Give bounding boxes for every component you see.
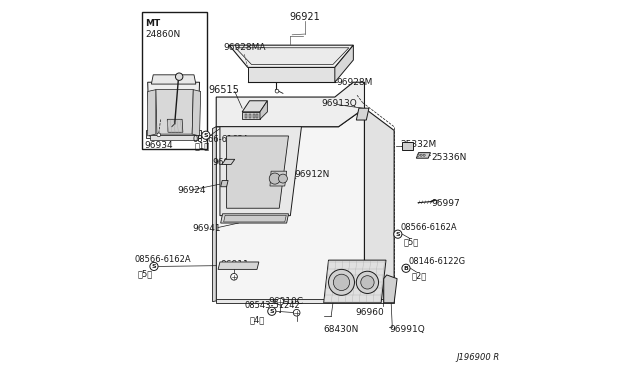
Polygon shape (270, 171, 287, 186)
Circle shape (420, 154, 422, 156)
Text: S: S (269, 309, 274, 314)
Polygon shape (242, 101, 268, 112)
Text: 96924: 96924 (177, 186, 206, 195)
Polygon shape (222, 159, 235, 164)
Text: 96515: 96515 (209, 86, 240, 95)
Polygon shape (242, 112, 260, 119)
Text: 96941: 96941 (192, 224, 221, 233)
Circle shape (277, 298, 284, 305)
Circle shape (150, 262, 158, 270)
Text: 96928M: 96928M (336, 78, 372, 87)
Polygon shape (167, 119, 183, 132)
Text: 24860N: 24860N (145, 31, 180, 39)
Circle shape (268, 307, 276, 315)
Polygon shape (236, 48, 349, 64)
Text: （1）: （1） (195, 141, 210, 151)
Text: 96934: 96934 (144, 141, 173, 150)
Text: 68430N: 68430N (323, 325, 358, 334)
Text: 96960: 96960 (355, 308, 384, 317)
Bar (142, 12, 207, 149)
Polygon shape (356, 108, 369, 120)
Text: 08566-6162A: 08566-6162A (134, 255, 191, 264)
Polygon shape (223, 215, 286, 222)
Circle shape (417, 154, 419, 156)
Text: 25336N: 25336N (431, 153, 467, 161)
Circle shape (402, 264, 410, 272)
Polygon shape (216, 108, 364, 301)
Polygon shape (221, 214, 289, 223)
Text: 96991Q: 96991Q (390, 325, 426, 334)
Polygon shape (335, 45, 353, 82)
Text: 96921: 96921 (290, 12, 321, 22)
Circle shape (333, 274, 349, 291)
Text: 96916H: 96916H (212, 158, 248, 167)
Text: J196900 R: J196900 R (456, 353, 500, 362)
Circle shape (423, 154, 425, 156)
Polygon shape (384, 275, 397, 303)
Circle shape (157, 133, 161, 137)
Circle shape (230, 273, 237, 280)
Polygon shape (248, 67, 335, 82)
Circle shape (356, 271, 378, 294)
Text: 〈5〉: 〈5〉 (138, 269, 153, 278)
Text: 25332M: 25332M (401, 140, 437, 149)
Polygon shape (192, 90, 201, 136)
Polygon shape (152, 75, 196, 84)
Polygon shape (156, 90, 193, 134)
Polygon shape (216, 82, 364, 127)
Circle shape (278, 174, 287, 183)
Text: S: S (396, 232, 400, 237)
Text: S: S (204, 133, 208, 138)
Text: 08543-51242: 08543-51242 (244, 301, 300, 310)
Text: （2）: （2） (412, 272, 427, 280)
Circle shape (394, 230, 402, 238)
Polygon shape (324, 260, 386, 303)
Text: B: B (404, 266, 408, 271)
Text: MT: MT (145, 19, 161, 28)
Text: （4）: （4） (250, 316, 265, 325)
Polygon shape (146, 131, 202, 138)
Polygon shape (148, 82, 200, 136)
Circle shape (269, 173, 280, 184)
Circle shape (275, 89, 279, 93)
Bar (249, 114, 251, 118)
Bar (253, 114, 255, 118)
Circle shape (202, 131, 210, 139)
Text: 08566-6162A: 08566-6162A (192, 135, 249, 144)
Polygon shape (218, 262, 259, 269)
Circle shape (328, 269, 355, 295)
Polygon shape (260, 101, 268, 119)
Circle shape (361, 276, 374, 289)
Polygon shape (417, 153, 431, 158)
Bar (245, 114, 248, 118)
Polygon shape (229, 45, 353, 67)
Polygon shape (364, 108, 394, 301)
Bar (256, 114, 259, 118)
Text: 96928MA: 96928MA (223, 43, 266, 52)
Circle shape (293, 310, 300, 316)
Polygon shape (150, 135, 198, 140)
Circle shape (175, 73, 183, 80)
Text: 96911: 96911 (220, 260, 249, 269)
Text: 08566-6162A: 08566-6162A (401, 223, 458, 232)
Polygon shape (220, 127, 301, 216)
Text: 96913Q: 96913Q (321, 99, 357, 108)
Text: 96910C: 96910C (268, 297, 303, 306)
Text: 08146-6122G: 08146-6122G (409, 257, 466, 266)
Polygon shape (212, 127, 216, 302)
Polygon shape (216, 299, 394, 303)
Polygon shape (221, 180, 228, 187)
Text: 96912N: 96912N (294, 170, 330, 179)
Polygon shape (227, 136, 289, 208)
Text: S: S (152, 264, 156, 269)
Text: 96997: 96997 (431, 199, 460, 208)
Polygon shape (403, 142, 413, 150)
Text: （5）: （5） (404, 237, 419, 246)
Polygon shape (148, 90, 156, 136)
